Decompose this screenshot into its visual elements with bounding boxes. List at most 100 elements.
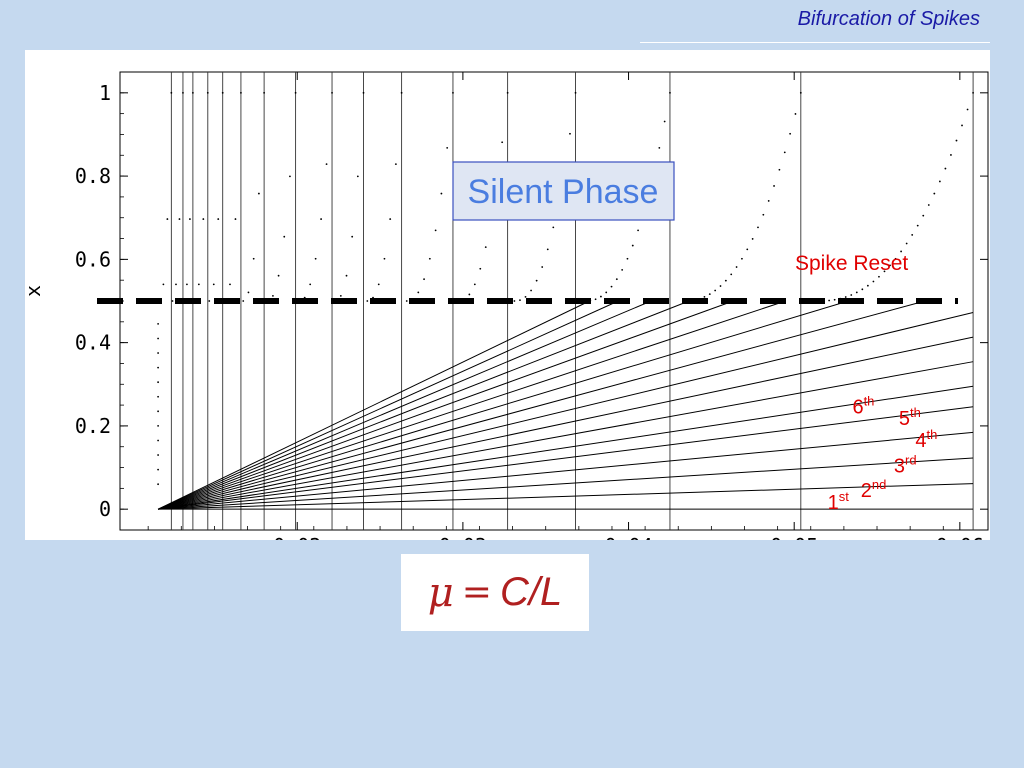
silent-dot	[283, 235, 286, 238]
silent-dot	[162, 283, 165, 286]
silent-phase-dots	[157, 91, 974, 486]
silent-dot	[916, 224, 919, 227]
silent-dot	[524, 295, 527, 298]
silent-dot	[208, 300, 211, 302]
silent-dot	[927, 204, 930, 206]
silent-dot	[423, 278, 425, 281]
silent-dot	[320, 218, 322, 220]
silent-dot	[377, 283, 380, 286]
silent-dot	[345, 274, 348, 277]
silent-dot	[473, 283, 476, 286]
silent-dot	[166, 218, 169, 220]
y-tick-label: 0.4	[75, 331, 111, 355]
silent-phase-label: Silent Phase	[468, 173, 659, 211]
silent-dot	[362, 91, 365, 94]
silent-dot	[714, 289, 717, 292]
branch-label: 1st	[828, 489, 850, 514]
y-tick-label: 1	[99, 81, 111, 105]
silent-dot	[658, 146, 661, 149]
silent-dot	[751, 238, 754, 240]
silent-dot	[351, 235, 354, 238]
silent-dot	[366, 300, 369, 302]
branch-label-number: 3	[894, 455, 905, 477]
branch-label-suffix: th	[864, 393, 875, 408]
y-tick-label: 0	[99, 497, 111, 521]
branch-curve	[158, 457, 974, 510]
silent-dot	[669, 91, 671, 94]
silent-dot	[552, 226, 555, 229]
formula-equals: =	[461, 572, 492, 613]
formula-box: μ = C/L	[401, 554, 589, 631]
start-dot	[157, 366, 159, 369]
silent-dot	[663, 120, 666, 123]
silent-dot	[972, 91, 974, 94]
branch-curve	[158, 406, 974, 510]
silent-dot	[202, 218, 205, 220]
branch-label-number: 1	[828, 492, 839, 514]
start-dot	[157, 483, 159, 486]
silent-dot	[394, 163, 397, 166]
silent-dot	[783, 151, 786, 154]
silent-dot	[314, 257, 317, 260]
silent-dot	[389, 218, 392, 220]
silent-dot	[234, 218, 237, 220]
silent-dot	[703, 295, 706, 298]
silent-dot	[789, 132, 792, 135]
silent-dot	[889, 264, 891, 267]
silent-dot	[440, 192, 443, 195]
branch-label-number: 4	[915, 430, 926, 452]
formula-rhs: C/L	[499, 570, 563, 614]
silent-dot	[933, 192, 936, 195]
silent-dot	[569, 132, 571, 135]
silent-dot	[240, 91, 242, 94]
branch-label-suffix: th	[910, 405, 921, 420]
silent-dot	[434, 229, 437, 232]
silent-phase-box: Silent Phase	[452, 161, 675, 221]
silent-dot	[182, 91, 184, 94]
silent-dot	[855, 291, 858, 294]
start-dot	[157, 454, 159, 456]
silent-dot	[405, 300, 408, 302]
silent-dot	[833, 298, 836, 301]
silent-dot	[872, 280, 875, 283]
silent-dot	[719, 285, 722, 287]
branch-label-number: 2	[861, 480, 872, 502]
branch-label: 6th	[852, 393, 874, 418]
silent-dot	[708, 293, 711, 296]
start-dot	[157, 468, 159, 471]
silent-dot	[741, 257, 743, 260]
x-tick-label: 0.03	[439, 534, 487, 540]
branch-curve	[157, 300, 849, 510]
silent-dot	[905, 242, 908, 245]
silent-dot	[484, 246, 487, 249]
silent-dot	[356, 175, 359, 178]
silent-dot	[171, 300, 174, 302]
branch-label-suffix: rd	[905, 452, 917, 467]
silent-dot	[400, 91, 403, 94]
silent-dot	[850, 294, 853, 296]
y-tick-label: 0.8	[75, 164, 111, 188]
branch-curve	[157, 300, 734, 510]
branch-label: 2nd	[861, 477, 887, 502]
silent-dot	[631, 244, 634, 247]
silent-dot	[600, 295, 602, 298]
start-dot	[157, 352, 159, 354]
silent-dot	[468, 293, 471, 296]
branch-curves	[157, 300, 974, 510]
branch-curve	[157, 300, 619, 510]
silent-dot	[519, 299, 521, 302]
start-dot	[157, 337, 159, 340]
silent-dot	[866, 284, 869, 287]
silent-dot	[605, 291, 608, 294]
silent-dot	[767, 200, 770, 202]
silent-dot	[294, 91, 297, 94]
silent-dot	[191, 91, 194, 94]
silent-dot	[452, 91, 454, 94]
y-axis-label: x	[25, 285, 45, 297]
start-dot	[157, 410, 159, 413]
silent-dot	[966, 108, 969, 111]
branch-label-suffix: st	[839, 489, 850, 504]
spike-reset-label: Spike Reset	[795, 252, 908, 275]
branch-label-number: 6	[852, 396, 863, 418]
